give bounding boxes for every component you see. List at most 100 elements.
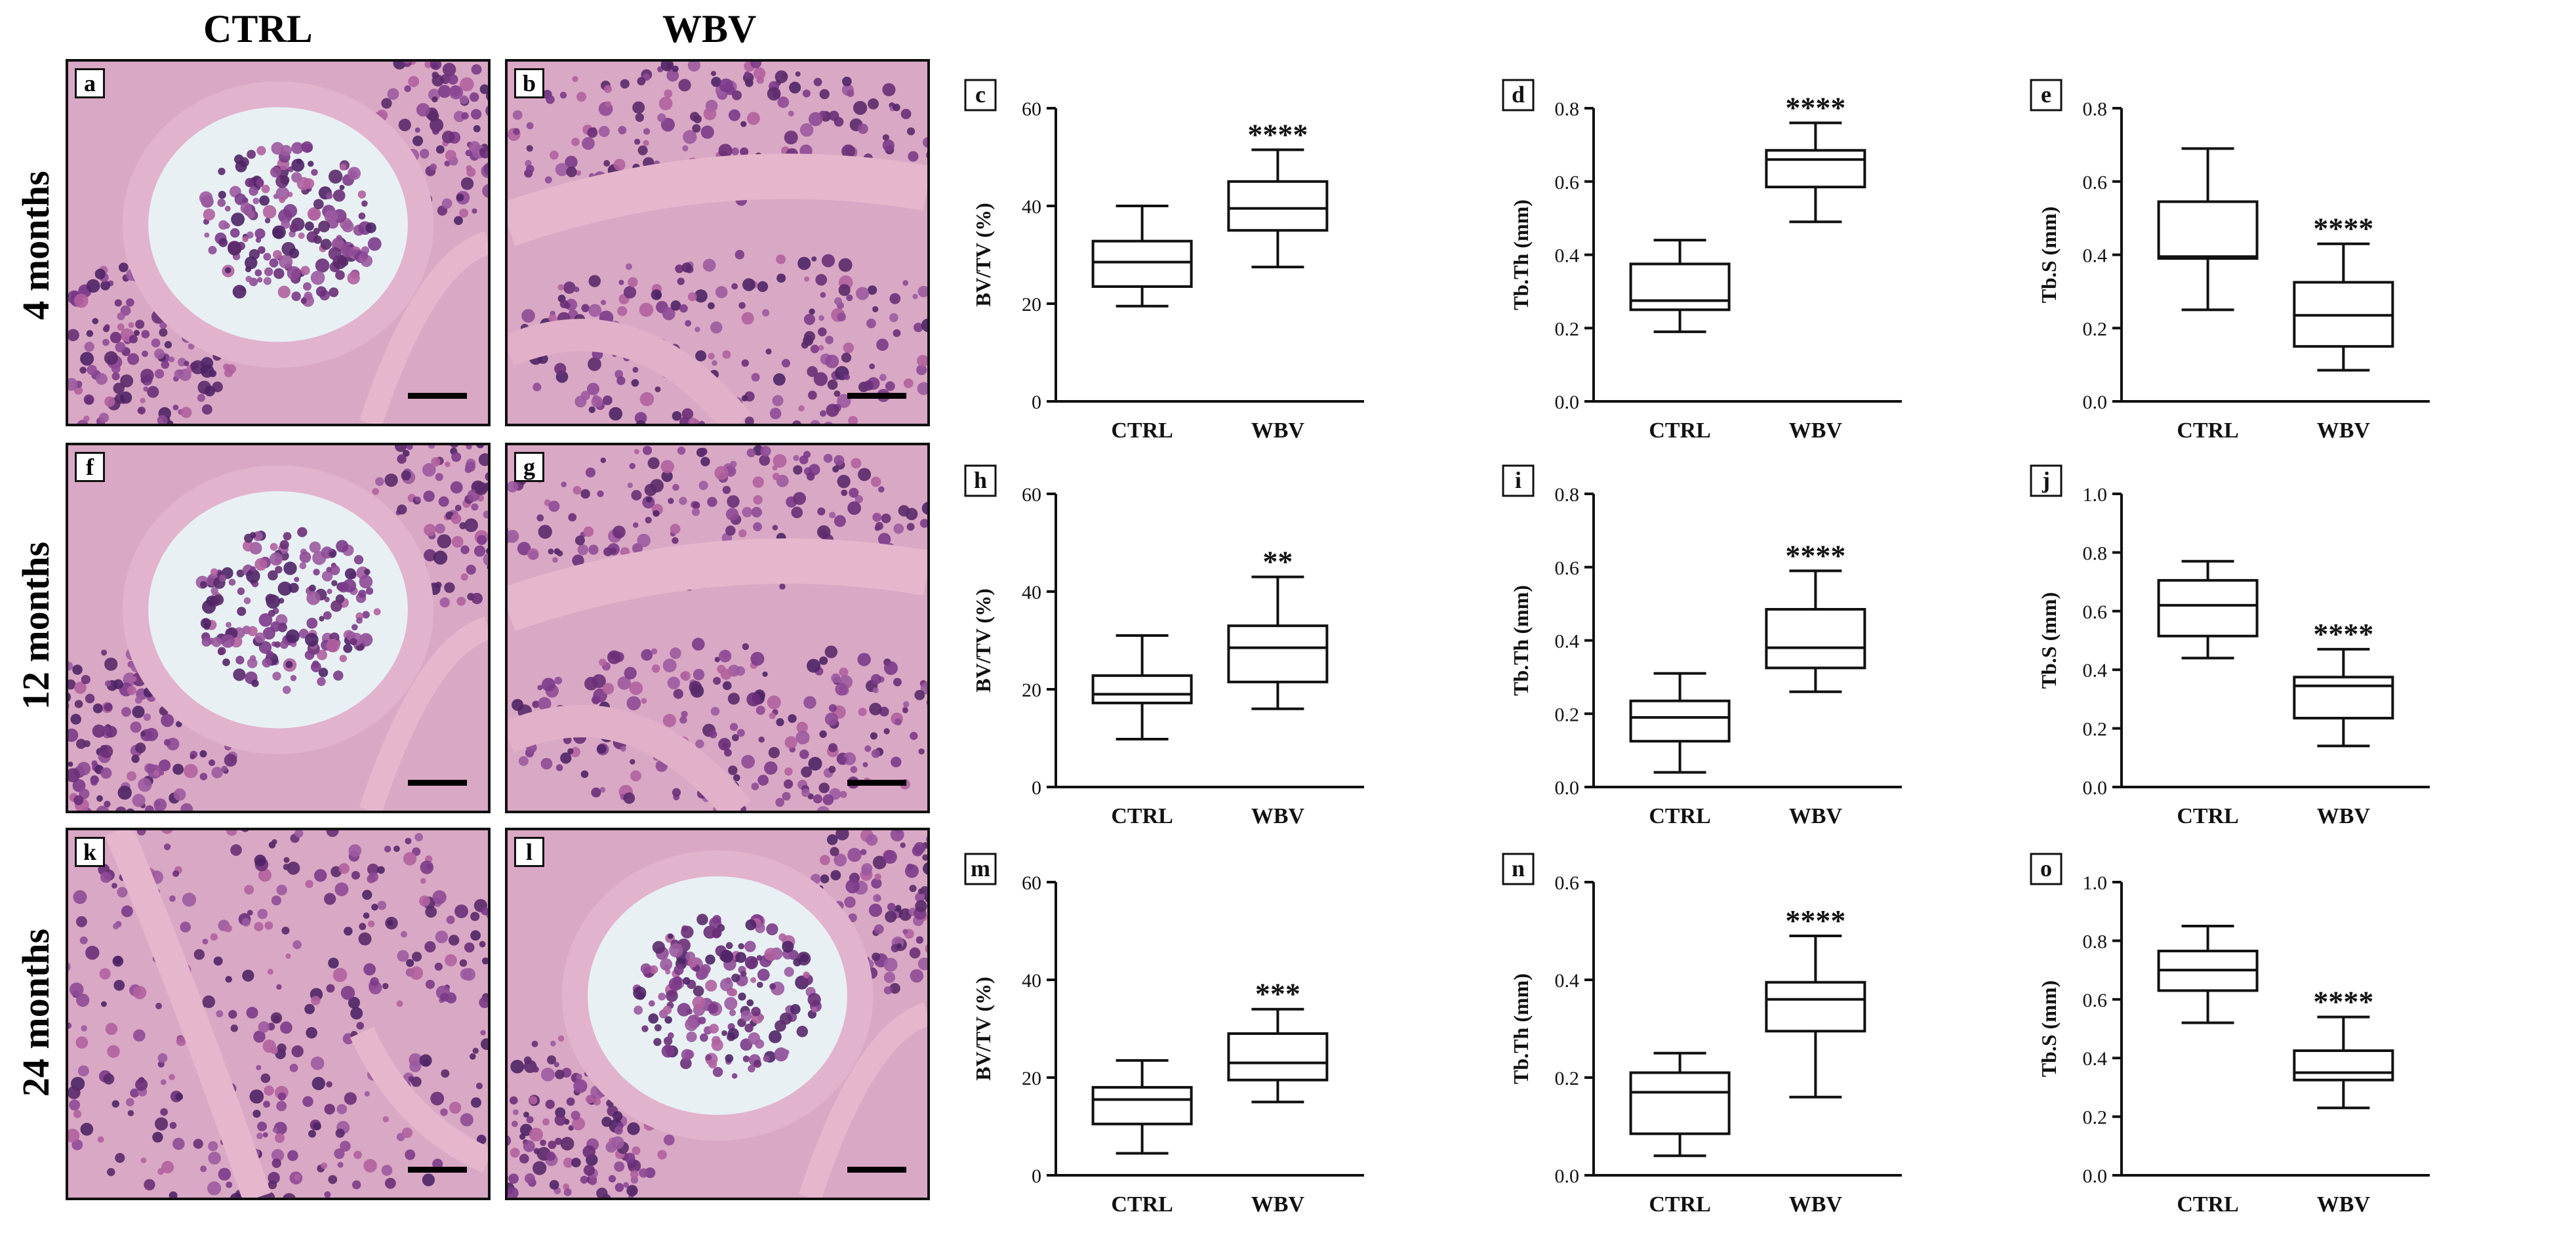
y-tick-label: 0.6 (1555, 172, 1580, 193)
histology-image (68, 62, 488, 424)
box-wbv (1228, 577, 1327, 709)
iqr-box (2159, 201, 2257, 258)
panel-label-d: d (1503, 80, 1533, 110)
panel-label-g: g (514, 452, 544, 482)
scale-bar (847, 393, 906, 399)
y-tick-label: 0.8 (1555, 484, 1580, 506)
row-title-24-months: 24 months (17, 908, 55, 1118)
y-tick-label: 0.8 (2083, 931, 2108, 952)
svg-text:m: m (971, 855, 990, 881)
y-tick-label: 20 (1022, 1068, 1041, 1089)
panel-label-j: j (2031, 466, 2061, 496)
box-wbv (1228, 1009, 1327, 1102)
x-tick-label: CTRL (1649, 418, 1710, 443)
box-ctrl (1631, 240, 1729, 332)
svg-text:n: n (1512, 855, 1525, 881)
x-tick-label: CTRL (2177, 1192, 2238, 1217)
y-axis-label: BV/TV (%) (971, 203, 995, 307)
iqr-box (1228, 626, 1327, 682)
y-tick-label: 0.6 (2083, 172, 2108, 193)
y-tick-label: 0.4 (1555, 970, 1580, 992)
iqr-box (1766, 982, 1864, 1032)
significance-stars: **** (1785, 538, 1845, 572)
x-tick-label: CTRL (1649, 1192, 1710, 1217)
svg-text:e: e (2041, 81, 2051, 108)
y-tick-label: 1.0 (2083, 872, 2108, 894)
x-tick-label: CTRL (1649, 804, 1710, 828)
y-tick-label: 60 (1022, 484, 1041, 506)
histology-image (68, 445, 488, 811)
box-ctrl (2159, 561, 2257, 658)
x-tick-label: WBV (1251, 804, 1305, 828)
significance-stars: ** (1262, 545, 1293, 578)
significance-stars: *** (1255, 977, 1300, 1011)
panel-label-l: l (514, 837, 544, 867)
y-tick-label: 40 (1022, 582, 1041, 603)
scale-bar (408, 393, 467, 399)
y-tick-label: 0.4 (2083, 1048, 2108, 1070)
panel-label-n: n (1503, 854, 1533, 884)
x-tick-label: WBV (1789, 418, 1843, 443)
scale-bar (847, 1167, 906, 1173)
y-axis-label: Tb.Th (mm) (1509, 199, 1533, 310)
box-ctrl (1093, 206, 1192, 306)
y-tick-label: 0.0 (1555, 777, 1580, 799)
y-tick-label: 40 (1022, 970, 1041, 992)
panel-label-e: e (2031, 80, 2061, 110)
y-axis-label: Tb.S (mm) (2037, 592, 2061, 689)
significance-stars: **** (1785, 904, 1845, 937)
panel-label-k: k (75, 837, 105, 867)
micrograph-a: a (66, 59, 491, 426)
box-ctrl (1631, 674, 1729, 773)
y-tick-label: 0.2 (1555, 704, 1580, 725)
y-tick-label: 0.6 (1555, 557, 1580, 579)
y-tick-label: 0.2 (1555, 318, 1580, 340)
x-tick-label: WBV (1251, 1192, 1305, 1217)
significance-stars: **** (2313, 985, 2373, 1019)
box-ctrl (1093, 1061, 1192, 1154)
y-axis-label: Tb.S (mm) (2037, 980, 2061, 1078)
x-tick-label: WBV (2317, 804, 2371, 828)
box-wbv (1766, 123, 1864, 222)
iqr-box (2294, 1051, 2392, 1080)
micrograph-g: g (505, 443, 930, 813)
y-tick-label: 0.2 (2083, 1107, 2108, 1129)
y-tick-label: 0.6 (2083, 601, 2108, 623)
y-tick-label: 20 (1022, 679, 1041, 701)
y-tick-label: 0 (1032, 392, 1041, 413)
y-tick-label: 0.8 (2083, 542, 2108, 564)
y-tick-label: 0.0 (1555, 1165, 1580, 1187)
y-tick-label: 60 (1022, 98, 1041, 120)
y-tick-label: 0.2 (2083, 318, 2108, 340)
scale-bar (408, 1167, 467, 1173)
y-tick-label: 0.0 (1555, 392, 1580, 413)
box-wbv (2294, 649, 2392, 746)
x-tick-label: WBV (2317, 418, 2371, 443)
y-tick-label: 1.0 (2083, 484, 2108, 506)
panel-label-o: o (2031, 854, 2061, 884)
y-tick-label: 60 (1022, 872, 1041, 894)
y-tick-label: 20 (1022, 294, 1041, 315)
box-wbv (1766, 571, 1864, 691)
scale-bar (408, 780, 467, 786)
panel-label-c: c (965, 80, 996, 110)
y-tick-label: 40 (1022, 196, 1041, 218)
y-tick-label: 0.4 (1555, 245, 1580, 267)
svg-text:j: j (2042, 467, 2050, 493)
panel-label-h: h (965, 466, 996, 496)
iqr-box (1228, 1034, 1327, 1080)
y-axis-label: Tb.Th (mm) (1509, 585, 1533, 696)
svg-text:d: d (1512, 81, 1525, 108)
